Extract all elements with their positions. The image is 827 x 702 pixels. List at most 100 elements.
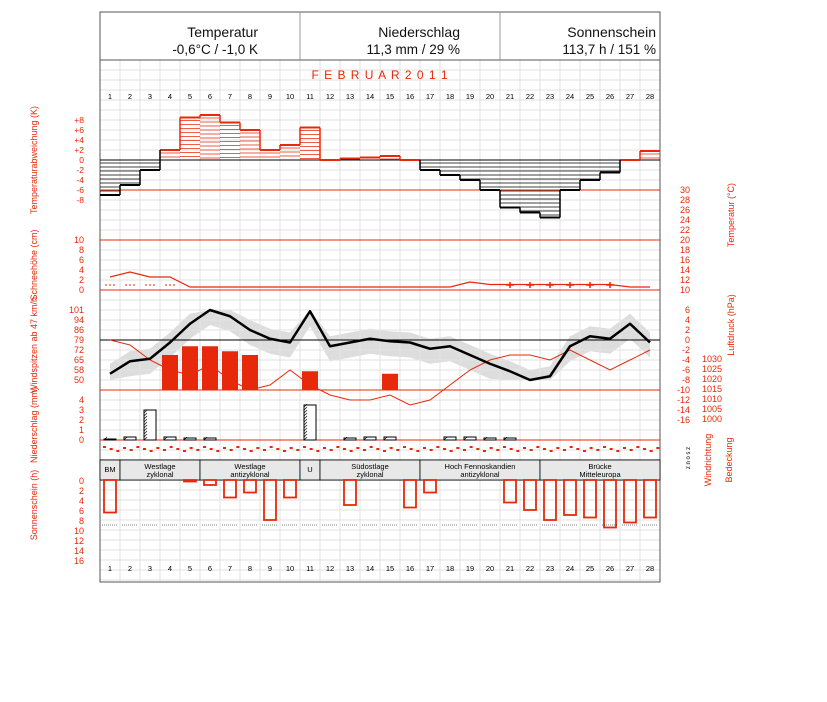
snow-cross-mark [546, 282, 554, 288]
sunshine-bar [243, 479, 257, 494]
precip-bar-hatch [143, 421, 148, 426]
precip-bar [503, 436, 517, 441]
anomaly-bar [559, 162, 580, 218]
precip-bar-hatch [303, 415, 308, 420]
precip-bar-hatch [143, 430, 148, 435]
precip-bar-hatch [303, 421, 308, 426]
anomaly-bar [179, 116, 200, 157]
wind-direction-dot [569, 446, 573, 448]
sunshine-bar [423, 479, 437, 494]
wind-tick: 58 [74, 365, 84, 375]
anomaly-bar [199, 114, 220, 159]
wind-direction-dot [456, 447, 460, 449]
labels-layer: F E B R U A R 2 0 1 11122334455667788991… [29, 68, 736, 573]
precip-bar [383, 436, 397, 441]
precip-bar [203, 436, 217, 441]
wind-direction-dot [396, 449, 400, 451]
wind-direction-dot [316, 450, 320, 452]
day-label-bottom: 26 [606, 564, 614, 573]
day-label-top: 21 [506, 92, 514, 101]
anomaly-bar [599, 162, 620, 180]
day-label-top: 15 [386, 92, 394, 101]
precip-bar-hatch [343, 436, 348, 441]
day-label-bottom: 3 [148, 564, 152, 573]
day-label-bottom: 25 [586, 564, 594, 573]
precip-bar-hatch [303, 409, 308, 414]
anomaly-tick: +6 [74, 125, 84, 135]
temperature-right-tick: 20 [680, 235, 690, 245]
wind-direction-dot [296, 449, 300, 451]
day-label-bottom: 13 [346, 564, 354, 573]
precip-bar [103, 436, 117, 441]
anomaly-bar [339, 157, 360, 160]
wind-axis-label: Windspitzen ab 47 km/h [29, 297, 39, 393]
anomaly-bar [100, 162, 120, 196]
anomaly-axis-label: Temperaturabweichung (K) [29, 106, 39, 214]
pressure-tick: 1025 [702, 364, 722, 374]
day-label-bottom: 12 [326, 564, 334, 573]
pressure-anomaly-tick: -16 [677, 415, 690, 425]
sunshine-bar [563, 479, 577, 516]
wind-gust-line [109, 308, 651, 382]
pressure-anomaly-tick: -6 [682, 365, 690, 375]
precip-bar-hatch [303, 424, 308, 429]
anomaly-tick: +8 [74, 115, 84, 125]
precip-bar-hatch [143, 418, 148, 423]
snow-cross-mark [506, 282, 514, 288]
anomaly-bar [539, 162, 560, 219]
wind-direction-dot [583, 450, 586, 452]
precip-bar [123, 436, 137, 441]
wind-gust-bar [242, 355, 258, 390]
day-label-top: 6 [208, 92, 212, 101]
wind-direction-dot [543, 448, 546, 450]
pressure-anomaly-tick: 2 [685, 325, 690, 335]
wind-direction-dot [423, 447, 426, 449]
sunshine-bar [183, 479, 197, 483]
wind-direction-dot [603, 446, 606, 448]
precip-tick: 1 [79, 425, 84, 435]
pressure-tick: 1020 [702, 374, 722, 384]
day-label-top: 22 [526, 92, 534, 101]
precip-tick: 4 [79, 395, 84, 405]
pressure-anomaly-tick: -10 [677, 385, 690, 395]
wind-direction-dot [476, 448, 480, 450]
wind-tick: 72 [74, 345, 84, 355]
wind-direction-dot [343, 448, 346, 450]
sun-tick: 12 [74, 536, 84, 546]
wind-direction-dot [496, 449, 500, 451]
pressure-axis-label: Luftdruck (hPa) [726, 294, 736, 356]
wind-direction-dot [523, 447, 526, 449]
precip-bar-box [443, 436, 457, 441]
anomaly-bar [479, 162, 500, 191]
precip-bar-hatch [203, 436, 208, 441]
day-label-top: 8 [248, 92, 252, 101]
wind-direction-dot [229, 449, 233, 451]
anomaly-bar [279, 144, 300, 157]
precip-bar [303, 403, 317, 441]
precip-bar-box [463, 436, 477, 441]
sun-tick: 16 [74, 556, 84, 566]
precip-bar [483, 436, 497, 441]
wind-direction-dot [103, 446, 106, 448]
snow-tick: 6 [79, 255, 84, 265]
sun-tick: 2 [79, 486, 84, 496]
day-label-top: 11 [306, 92, 314, 101]
snow-tick: 10 [74, 235, 84, 245]
temperature-right-tick: 30 [680, 185, 690, 195]
precip-bar-hatch [103, 436, 108, 441]
precip-tick: 2 [79, 415, 84, 425]
precip-bar-hatch [463, 436, 468, 441]
anomaly-tick: +4 [74, 135, 84, 145]
wind-direction-dot [196, 449, 200, 451]
precip-bar-box [383, 436, 397, 441]
anomaly-tick: -6 [76, 185, 84, 195]
weather-type-label: Hoch Fennoskandien [445, 462, 516, 471]
pressure-anomaly-tick: 0 [685, 335, 690, 345]
day-label-top: 16 [406, 92, 414, 101]
snow-depth-line [109, 271, 650, 288]
day-label-bottom: 18 [446, 564, 454, 573]
wind-direction-dot [636, 446, 640, 448]
day-label-top: 9 [268, 92, 272, 101]
wind-direction-dot [489, 447, 493, 449]
weather-type-label: Westlage [144, 462, 175, 471]
